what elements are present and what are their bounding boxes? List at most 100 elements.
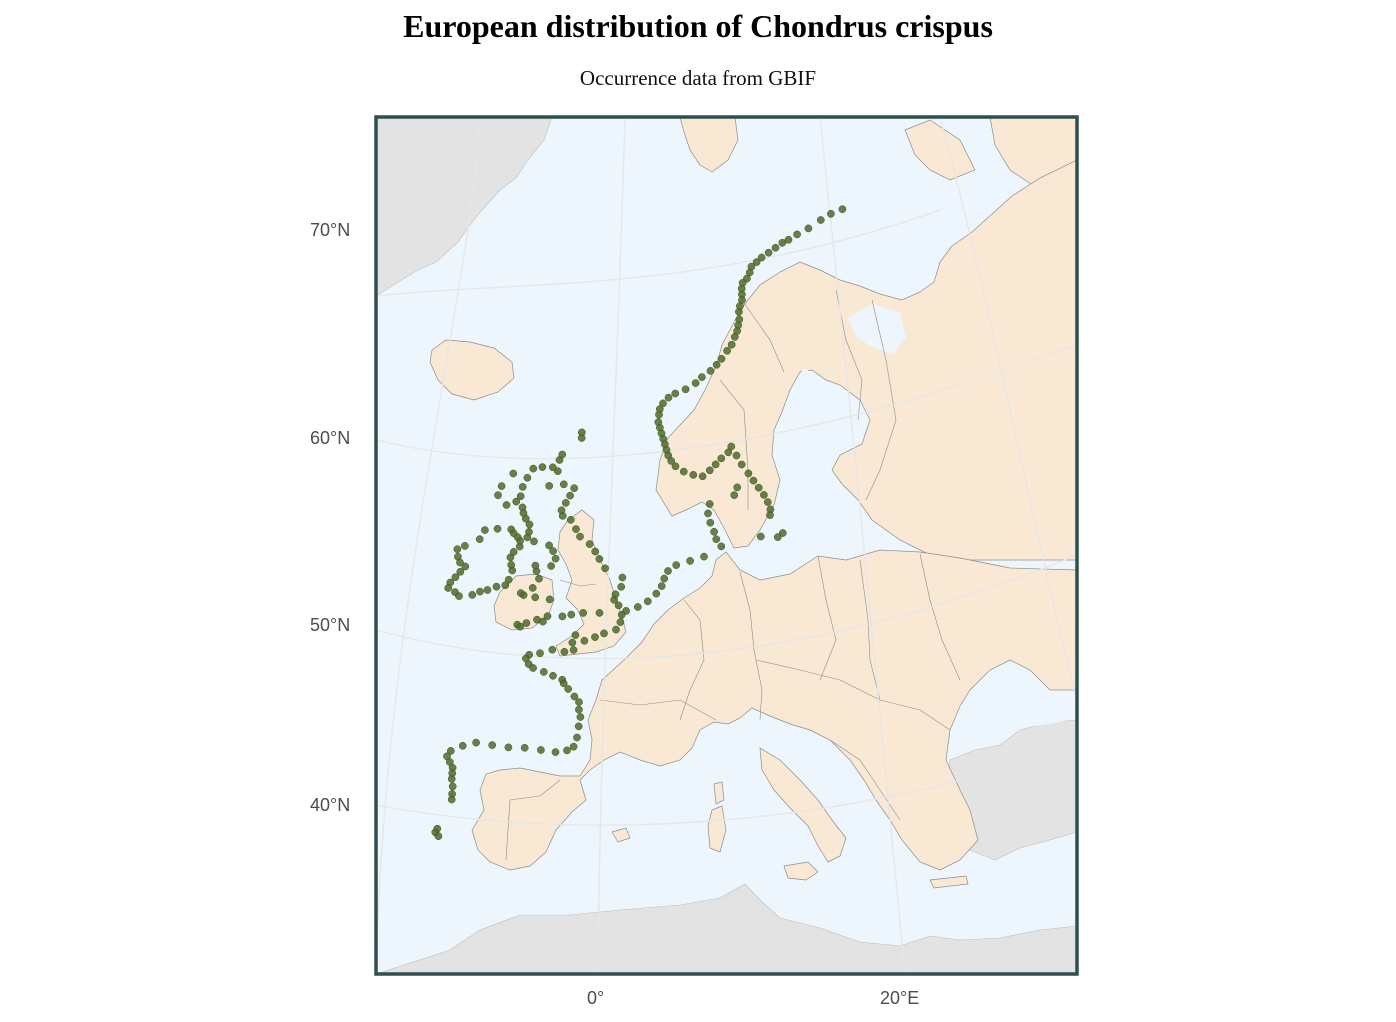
occurrence-point bbox=[461, 562, 470, 571]
occurrence-point bbox=[757, 253, 766, 262]
occurrence-point bbox=[512, 497, 521, 506]
occurrence-point bbox=[793, 230, 801, 239]
occurrence-point bbox=[504, 743, 513, 752]
occurrence-point bbox=[732, 451, 741, 460]
occurrence-point bbox=[816, 216, 825, 224]
occurrence-point bbox=[689, 471, 698, 479]
occurrence-point bbox=[617, 610, 626, 619]
occurrence-point bbox=[451, 573, 460, 582]
occurrence-point bbox=[444, 584, 453, 592]
occurrence-point bbox=[509, 469, 518, 478]
occurrence-point bbox=[516, 589, 525, 597]
occurrence-point bbox=[575, 698, 583, 706]
occurrence-point bbox=[468, 591, 477, 599]
occurrence-point bbox=[501, 581, 510, 590]
occurrence-point bbox=[771, 243, 780, 252]
occurrence-point bbox=[507, 561, 516, 569]
occurrence-point bbox=[574, 722, 583, 731]
occurrence-point bbox=[657, 582, 666, 590]
graticule bbox=[376, 117, 1077, 974]
occurrence-point bbox=[522, 619, 531, 627]
occurrence-point bbox=[434, 832, 443, 841]
occurrence-point bbox=[447, 775, 456, 783]
occurrence-point bbox=[727, 442, 736, 451]
occurrence-point bbox=[535, 574, 543, 583]
occurrence-point bbox=[611, 590, 620, 599]
occurrence-point bbox=[529, 464, 538, 473]
occurrence-point bbox=[655, 410, 663, 419]
occurrence-point bbox=[672, 561, 681, 569]
occurrence-point bbox=[712, 535, 721, 544]
occurrence-point bbox=[710, 527, 718, 536]
occurrence-point bbox=[545, 595, 554, 604]
occurrence-point bbox=[549, 671, 557, 680]
occurrence-point bbox=[494, 491, 502, 500]
occurrence-point bbox=[671, 462, 680, 471]
occurrence-point bbox=[754, 483, 763, 492]
occurrence-point bbox=[717, 354, 726, 363]
sicily-land bbox=[783, 861, 819, 881]
occurrence-point bbox=[455, 592, 463, 600]
occurrence-point bbox=[461, 542, 469, 550]
occurrence-point bbox=[573, 733, 581, 742]
country-borders bbox=[505, 289, 961, 861]
occurrence-point bbox=[563, 746, 571, 755]
occurrence-point bbox=[827, 209, 835, 218]
occurrence-point bbox=[566, 515, 575, 524]
map-subtitle: Occurrence data from GBIF bbox=[579, 66, 817, 90]
occurrence-point bbox=[612, 625, 620, 634]
occurrence-point bbox=[560, 647, 569, 656]
occurrence-point bbox=[616, 618, 625, 626]
occurrence-point bbox=[531, 593, 540, 602]
occurrence-point bbox=[523, 473, 532, 482]
occurrence-point bbox=[618, 573, 627, 582]
occurrence-point bbox=[575, 705, 583, 714]
occurrence-point bbox=[551, 748, 560, 756]
occurrence-point bbox=[571, 631, 580, 639]
lat-tick-40: 40°N bbox=[310, 795, 351, 815]
occurrence-point bbox=[523, 533, 532, 542]
occurrence-point bbox=[481, 526, 489, 534]
occurrence-point bbox=[585, 540, 594, 548]
occurrence-point bbox=[530, 537, 538, 546]
lon-tick-20e: 20°E bbox=[880, 988, 920, 1008]
north-africa-land bbox=[376, 883, 1077, 974]
iceland-land bbox=[429, 339, 515, 401]
occurrence-point bbox=[737, 460, 746, 469]
occurrence-point bbox=[730, 491, 739, 499]
occurrence-point bbox=[660, 574, 669, 583]
occurrence-point bbox=[700, 552, 708, 561]
lat-tick-70: 70°N bbox=[310, 220, 351, 240]
occurrence-point bbox=[497, 482, 506, 490]
occurrence-point bbox=[531, 561, 540, 570]
occurrence-point bbox=[756, 532, 765, 541]
occurrence-point bbox=[600, 629, 608, 638]
occurrence-point bbox=[664, 567, 672, 575]
occurrence-point bbox=[557, 506, 566, 515]
occurrence-point bbox=[730, 333, 739, 341]
occurrence-point bbox=[483, 586, 492, 594]
occurrence-point bbox=[537, 746, 545, 754]
corsica-land bbox=[713, 781, 725, 805]
occurrence-point bbox=[453, 545, 462, 554]
occurrence-point bbox=[502, 501, 511, 509]
occurrence-point bbox=[614, 601, 623, 610]
occurrence-point bbox=[838, 205, 847, 214]
occurrence-point bbox=[804, 224, 813, 233]
occurrence-point bbox=[711, 460, 720, 469]
occurrence-point bbox=[549, 547, 557, 555]
map-title: European distribution of Chondrus crispu… bbox=[403, 8, 993, 44]
occurrence-point bbox=[493, 524, 502, 533]
adriatic-sea bbox=[762, 730, 852, 826]
white-sea bbox=[848, 304, 906, 354]
occurrence-point bbox=[516, 622, 525, 631]
occurrence-point bbox=[539, 668, 548, 676]
occurrence-point bbox=[448, 782, 457, 791]
occurrence-point bbox=[567, 610, 576, 619]
occurrence-point bbox=[764, 248, 773, 257]
occurrence-point bbox=[458, 741, 467, 750]
occurrence-point bbox=[601, 564, 609, 573]
greenland-land bbox=[376, 117, 553, 297]
occurrence-point bbox=[504, 575, 513, 584]
occurrence-point bbox=[717, 454, 726, 463]
